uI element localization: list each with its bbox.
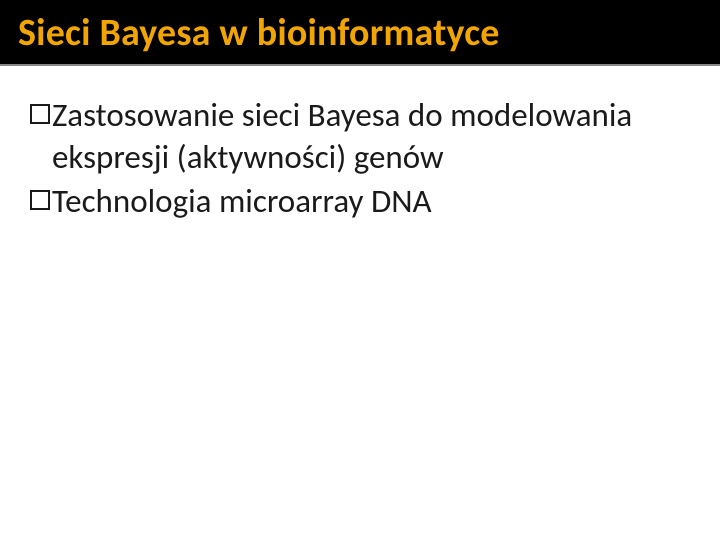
square-bullet-icon — [30, 190, 50, 210]
square-bullet-icon — [30, 104, 50, 124]
bullet-item: Zastosowanie sieci Bayesa do modelowania… — [30, 94, 690, 178]
bullet-item: Technologia microarray DNA — [30, 180, 690, 222]
bullet-text: Technologia microarray DNA — [52, 180, 432, 222]
slide-title-bar: Sieci Bayesa w bioinformatyce — [0, 0, 720, 66]
bullet-text: Zastosowanie sieci Bayesa do modelowania… — [52, 94, 690, 178]
slide-body: Zastosowanie sieci Bayesa do modelowania… — [0, 66, 720, 223]
slide-title: Sieci Bayesa w bioinformatyce — [18, 10, 702, 56]
